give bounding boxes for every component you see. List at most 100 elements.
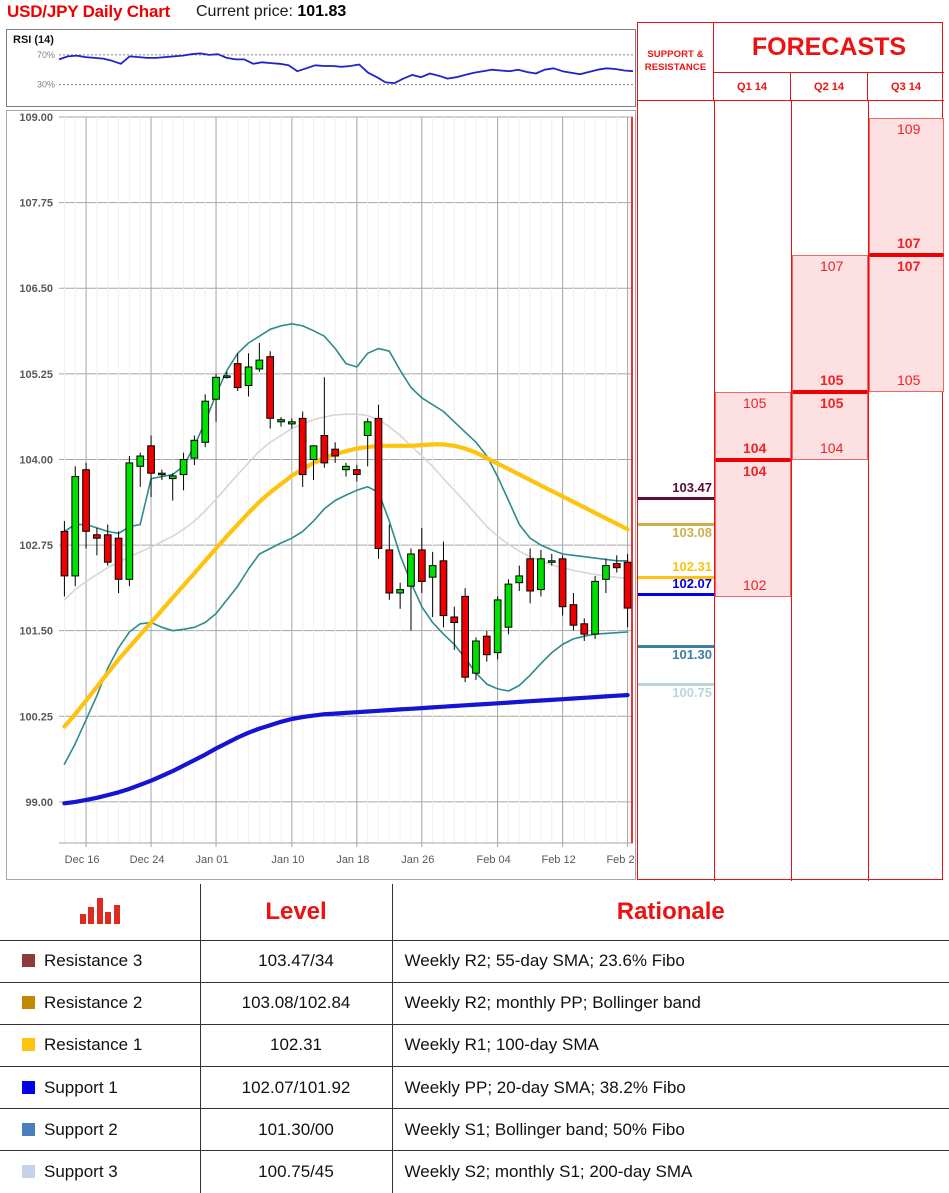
sr-level-label: 103.08 [672,525,712,541]
sr-header-line2: RESISTANCE [644,61,707,73]
sr-level-line [638,576,714,580]
page-title: USD/JPY Daily Chart [7,2,171,21]
level-name: Resistance 2 [44,993,143,1013]
sr-level-line [638,645,714,649]
level-name-cell: Resistance 1 [0,1023,201,1067]
forecast-label-top: 105 [820,394,844,411]
color-swatch-icon [22,1122,35,1136]
forecast-box [715,460,791,598]
svg-text:Feb 20: Feb 20 [606,854,635,866]
svg-text:70%: 70% [37,50,55,60]
current-price-label: Current price: [196,3,293,20]
table-row: Support 2 101.30/00 Weekly S1; Bollinger b… [0,1108,949,1152]
column-header-rationale: Rationale [391,884,949,941]
color-swatch-icon [22,1165,35,1179]
column-header-level: Level [199,884,393,941]
table-row: Resistance 3 103.47/34 Weekly R2; 55-day S… [0,939,949,983]
forecast-box [792,254,868,392]
rationale-cell: Weekly R1; 100-day SMA [391,1023,949,1067]
rationale-cell: Weekly R2; 55-day SMA; 23.6% Fibo [391,939,949,983]
table-row: Support 3 100.75/45 Weekly S2; monthly S1;… [0,1150,949,1193]
forecast-label-top: 109 [897,121,921,137]
forecast-panel: SUPPORT & RESISTANCE FORECASTS Q1 14 Q2 … [637,22,944,881]
color-swatch-icon [22,996,35,1010]
forecast-label-bottom: 105 [820,371,844,388]
sr-level-label: 102.07 [672,575,712,591]
sr-level-label: 102.31 [672,559,712,575]
forecast-box [869,118,944,255]
svg-text:Jan 01: Jan 01 [196,854,229,866]
svg-text:Dec 16: Dec 16 [65,854,100,866]
forecast-label-top: 104 [743,463,767,480]
svg-text:Feb 04: Feb 04 [476,854,510,866]
forecasts-title: FORECASTS [714,23,944,73]
table-row: Resistance 1 102.31 Weekly R1; 100-day SMA [0,1023,949,1067]
quarter-header-q2: Q2 14 [791,73,868,101]
level-value-cell: 103.47/34 [199,939,393,983]
sr-level-line [638,496,714,500]
rationale-cell: Weekly PP; 20-day SMA; 38.2% Fibo [391,1065,949,1110]
sr-level-line [638,592,714,596]
svg-text:99.00: 99.00 [25,797,53,809]
rsi-panel-label: RSI (14) [13,34,54,46]
level-value-cell: 100.75/45 [199,1150,393,1193]
level-name: Support 3 [44,1162,118,1182]
price-chart-panel: 109.00 107.75 106.50 105.25 104.00 102.75 101.… [6,110,636,880]
svg-text:30%: 30% [37,80,55,90]
svg-text:100.25: 100.25 [19,711,53,723]
svg-text:109.00: 109.00 [19,112,53,124]
level-value-cell: 103.08/102.84 [199,981,393,1025]
level-name-cell: Support 3 [0,1150,201,1193]
sr-header-line1: SUPPORT & [647,48,704,60]
candlestick-chart: 109.00 107.75 106.50 105.25 104.00 102.75 101.… [19,112,635,866]
rationale-cell: Weekly S2; monthly S1; 200-day SMA [391,1150,949,1193]
current-price: Current price: 101.83 [196,3,346,21]
svg-text:104.00: 104.00 [19,454,53,466]
level-name-cell: Support 2 [0,1108,201,1152]
table-row: Resistance 2 103.08/102.84 Weekly R2; mont… [0,981,949,1025]
svg-text:Jan 10: Jan 10 [271,854,304,866]
forecast-label-top: 105 [743,394,767,411]
column-divider-q2 [868,101,869,881]
svg-text:Feb 12: Feb 12 [541,854,575,866]
sr-level-label: 101.30 [672,647,712,663]
current-price-value: 101.83 [297,3,347,20]
table-row: Support 1 102.07/101.92 Weekly PP; 20-day … [0,1065,949,1110]
sr-level-line [638,523,714,527]
level-value-cell: 102.31 [199,1023,393,1067]
color-swatch-icon [22,1080,35,1094]
forecast-label-top: 107 [897,257,921,274]
bar-chart-icon-cell [0,884,201,941]
rsi-panel: RSI (14) 70% 30% [6,29,636,107]
forecast-label-bottom: 104 [820,440,844,457]
support-resistance-header: SUPPORT & RESISTANCE [638,23,714,101]
column-divider-sr [714,101,715,881]
levels-table: Level Rationale Resistance 3 103.47/34 Wee… [0,884,949,1193]
rationale-cell: Weekly R2; monthly PP; Bollinger band [391,981,949,1025]
sr-level-label: 103.47 [672,479,712,495]
level-name: Support 1 [44,1077,118,1097]
level-name-cell: Resistance 3 [0,939,201,983]
svg-text:Jan 18: Jan 18 [336,854,369,866]
quarter-header-q1: Q1 14 [714,73,791,101]
rationale-cell: Weekly S1; Bollinger band; 50% Fibo [391,1108,949,1152]
forecast-label-bottom: 102 [743,577,767,594]
quarter-header-q3: Q3 14 [868,73,944,101]
svg-text:Dec 24: Dec 24 [130,854,165,866]
sr-level-label: 100.75 [672,685,712,701]
column-divider-q1 [791,101,792,881]
level-name-cell: Support 1 [0,1065,201,1110]
forecast-label-bottom: 104 [743,440,767,457]
level-name: Resistance 3 [44,951,143,971]
svg-text:107.75: 107.75 [19,198,53,210]
svg-text:102.75: 102.75 [19,540,53,552]
level-name: Resistance 1 [44,1035,143,1055]
level-name: Support 2 [44,1119,118,1139]
forecast-box [869,254,944,392]
svg-text:Jan 26: Jan 26 [401,854,434,866]
table-header-row: Level Rationale [0,884,949,941]
rsi-chart: 70% 30% [37,50,634,90]
svg-text:106.50: 106.50 [19,283,53,295]
color-swatch-icon [22,1038,35,1052]
forecast-label-bottom: 107 [897,234,921,251]
